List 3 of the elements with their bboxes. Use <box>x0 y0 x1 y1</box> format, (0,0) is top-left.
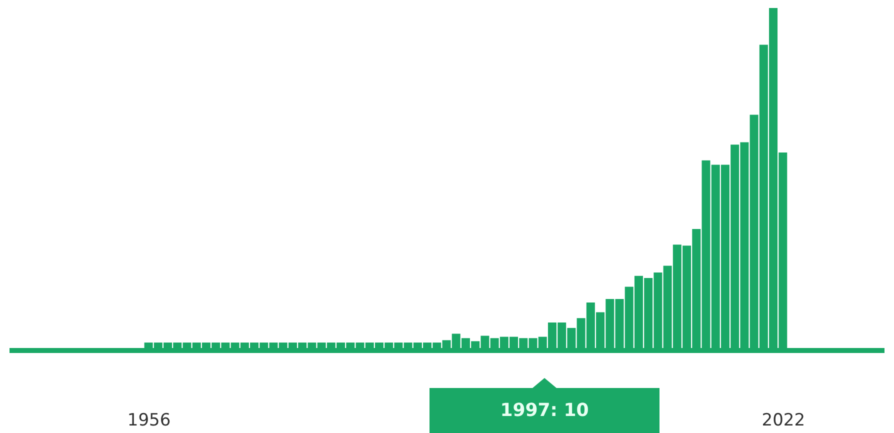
text: 1997: 10 <box>500 400 589 421</box>
x-tick-label: 2022 <box>762 410 806 430</box>
x-tick-label: 1956 <box>127 410 171 430</box>
